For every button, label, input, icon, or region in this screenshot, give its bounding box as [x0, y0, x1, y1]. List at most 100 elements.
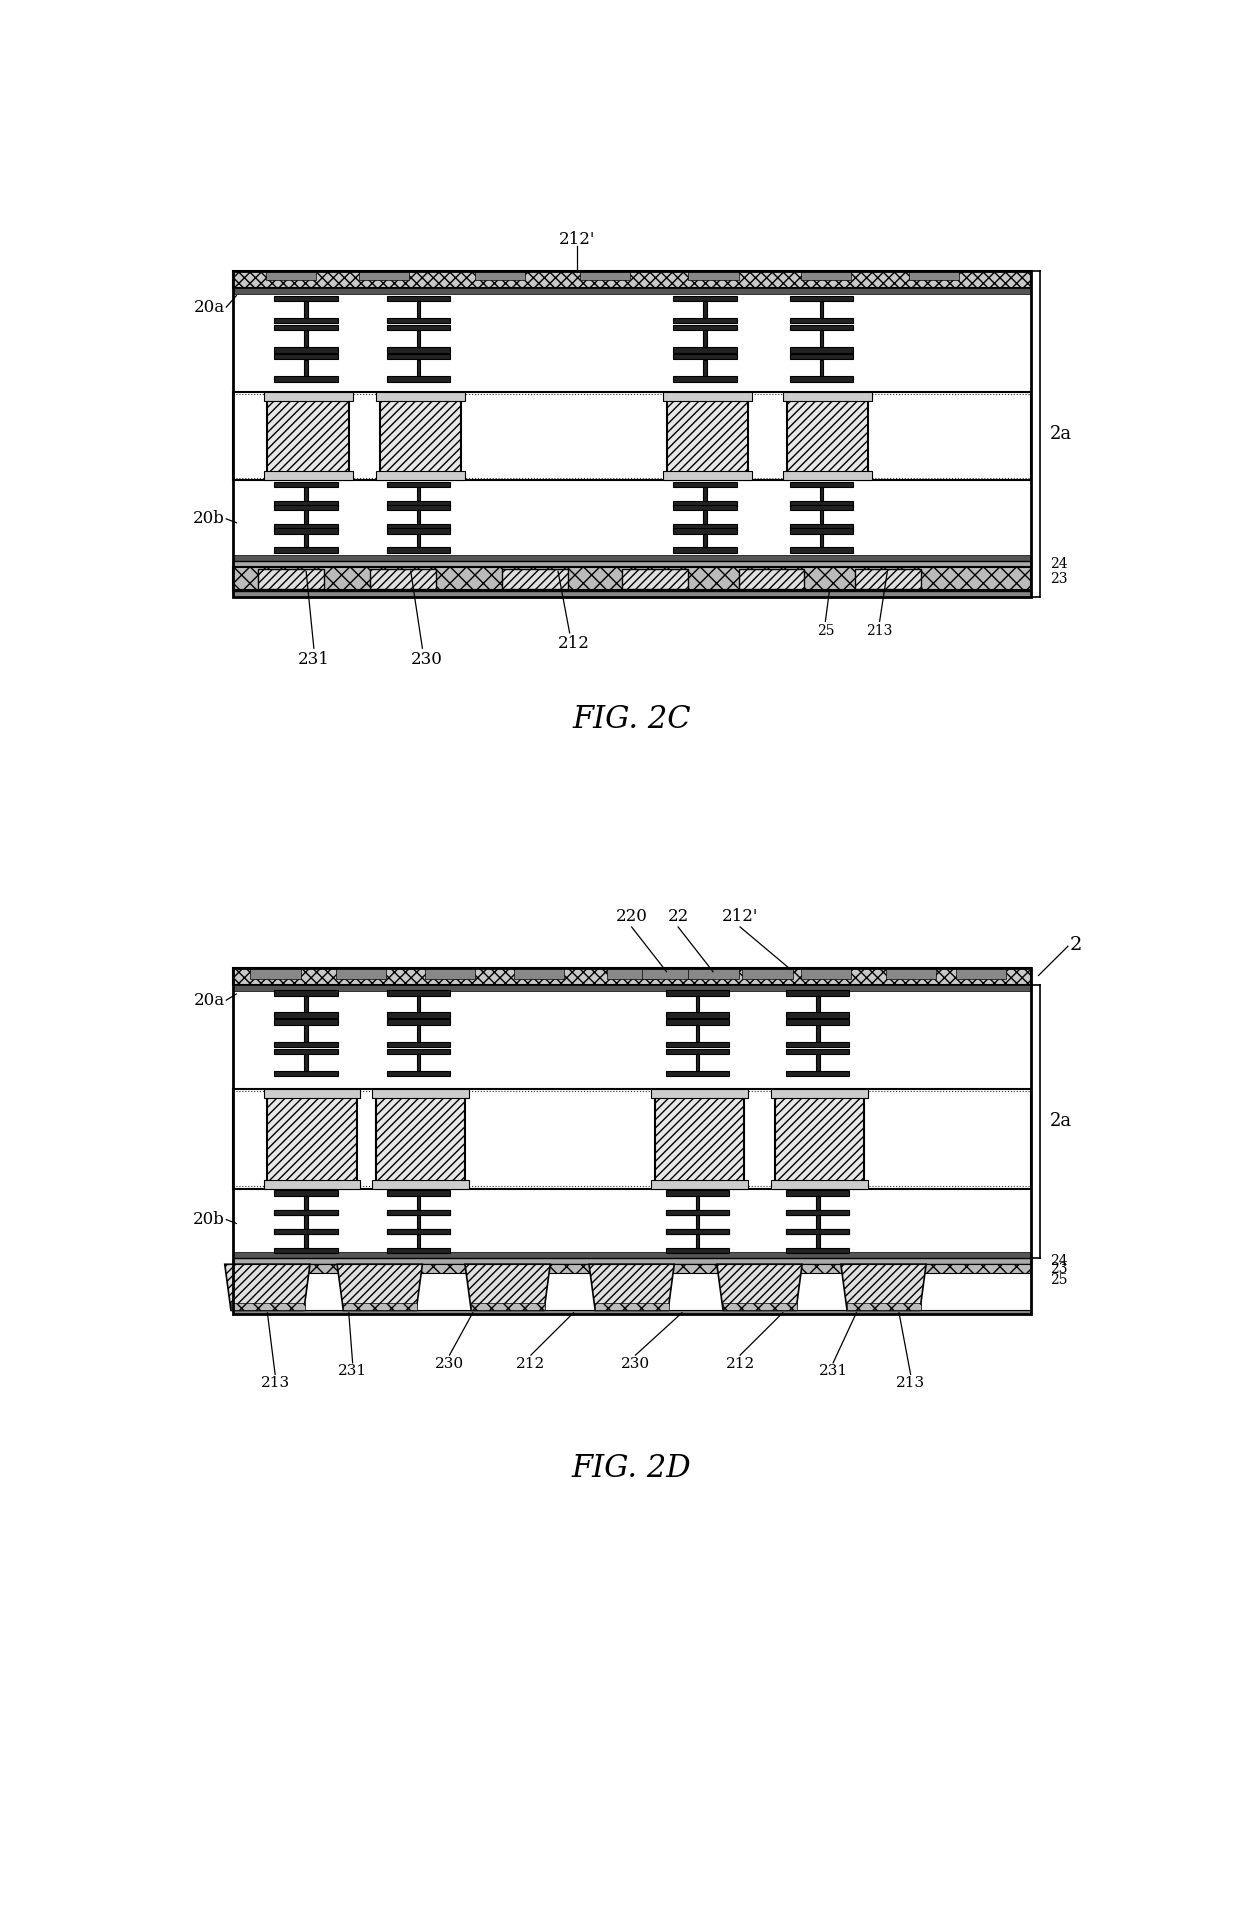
- Bar: [790, 377, 853, 381]
- Bar: [673, 505, 737, 511]
- Bar: [387, 354, 450, 360]
- Text: FIG. 2D: FIG. 2D: [572, 1454, 692, 1484]
- Bar: [274, 354, 337, 360]
- Bar: [233, 968, 1030, 1314]
- Bar: [417, 511, 420, 524]
- Bar: [666, 1210, 729, 1215]
- Bar: [376, 392, 465, 402]
- Bar: [233, 1265, 1030, 1273]
- Bar: [651, 1088, 748, 1097]
- Bar: [387, 318, 450, 324]
- Bar: [673, 377, 737, 381]
- Bar: [274, 295, 337, 301]
- Bar: [274, 1042, 337, 1048]
- Bar: [274, 1012, 337, 1017]
- Bar: [775, 1093, 864, 1185]
- Bar: [417, 1025, 420, 1042]
- Text: 212': 212': [722, 909, 759, 926]
- Bar: [673, 354, 737, 360]
- Text: 212': 212': [559, 231, 595, 248]
- Bar: [816, 1234, 820, 1248]
- Bar: [673, 547, 737, 552]
- Bar: [379, 396, 461, 476]
- Bar: [790, 318, 853, 324]
- Bar: [666, 1191, 729, 1196]
- Bar: [662, 392, 751, 402]
- Bar: [816, 1053, 820, 1071]
- Bar: [233, 271, 1030, 596]
- Bar: [233, 562, 1030, 568]
- Text: 230: 230: [435, 1356, 464, 1372]
- Text: 231: 231: [298, 652, 330, 667]
- Text: 20a: 20a: [193, 299, 224, 316]
- Text: 24: 24: [1050, 1253, 1068, 1269]
- Bar: [771, 1179, 868, 1189]
- Bar: [250, 968, 300, 979]
- Bar: [666, 1248, 729, 1253]
- Bar: [786, 1210, 849, 1215]
- Bar: [688, 968, 739, 979]
- Bar: [274, 1248, 337, 1253]
- Bar: [274, 524, 337, 530]
- Bar: [304, 996, 308, 1012]
- Bar: [786, 1012, 849, 1017]
- Bar: [782, 392, 872, 402]
- Bar: [387, 326, 450, 330]
- Bar: [666, 1042, 729, 1048]
- Bar: [820, 330, 823, 347]
- Bar: [786, 1042, 849, 1048]
- Bar: [233, 591, 1030, 596]
- Bar: [304, 533, 308, 547]
- Polygon shape: [841, 1265, 926, 1311]
- Bar: [387, 505, 450, 511]
- Bar: [790, 482, 853, 488]
- Bar: [274, 326, 337, 330]
- Text: 25: 25: [817, 623, 835, 638]
- Bar: [816, 1215, 820, 1229]
- Bar: [387, 991, 450, 996]
- Bar: [816, 1025, 820, 1042]
- Bar: [258, 570, 324, 589]
- Text: 230: 230: [621, 1356, 650, 1372]
- Bar: [790, 295, 853, 301]
- Bar: [274, 505, 337, 511]
- Bar: [233, 968, 1030, 985]
- Polygon shape: [337, 1265, 423, 1311]
- Text: 23: 23: [1050, 572, 1068, 587]
- Bar: [642, 968, 692, 979]
- Bar: [387, 1191, 450, 1196]
- Polygon shape: [224, 1265, 310, 1311]
- Bar: [387, 377, 450, 381]
- Bar: [274, 1019, 337, 1025]
- Bar: [387, 482, 450, 488]
- Bar: [666, 1229, 729, 1234]
- Bar: [387, 1210, 450, 1215]
- Bar: [343, 1303, 417, 1311]
- Bar: [771, 1088, 868, 1097]
- Bar: [786, 1210, 849, 1215]
- Bar: [387, 1210, 450, 1215]
- Bar: [820, 360, 823, 377]
- Bar: [790, 505, 853, 511]
- Bar: [790, 547, 853, 552]
- Bar: [274, 1071, 337, 1076]
- Bar: [417, 1196, 420, 1210]
- Bar: [696, 1196, 699, 1210]
- Text: 25: 25: [1050, 1273, 1068, 1286]
- Bar: [909, 271, 960, 280]
- Bar: [233, 392, 1030, 480]
- Bar: [580, 271, 630, 280]
- Bar: [417, 1215, 420, 1229]
- Bar: [595, 1303, 668, 1311]
- Polygon shape: [589, 1265, 675, 1311]
- Bar: [274, 1210, 337, 1215]
- Bar: [471, 1303, 544, 1311]
- Bar: [304, 511, 308, 524]
- Bar: [233, 1252, 1030, 1257]
- Bar: [274, 1210, 337, 1215]
- Bar: [816, 1196, 820, 1210]
- Bar: [274, 347, 337, 352]
- Bar: [475, 271, 526, 280]
- Bar: [790, 528, 853, 533]
- Text: 220: 220: [616, 909, 647, 926]
